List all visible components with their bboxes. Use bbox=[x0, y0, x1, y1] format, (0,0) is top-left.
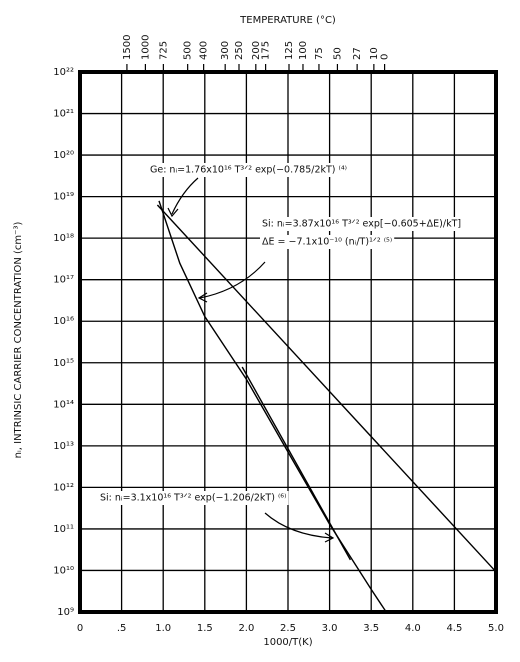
x-tick-label: 1.5 bbox=[197, 623, 213, 634]
top-tick-label: 300 bbox=[220, 41, 231, 60]
top-tick-label: 27 bbox=[352, 47, 363, 60]
top-tick-label: 175 bbox=[261, 41, 272, 60]
x-tick-label: 2.5 bbox=[280, 623, 296, 634]
annotation-bg bbox=[148, 163, 350, 177]
top-tick-label: 1500 bbox=[122, 35, 133, 60]
y-tick-label: 10¹³ bbox=[53, 441, 74, 452]
x-axis-title: 1000/T(K) bbox=[263, 637, 312, 648]
x-tick-label: 3.5 bbox=[363, 623, 379, 634]
arrow-head bbox=[167, 207, 179, 218]
annotation-bg bbox=[260, 217, 464, 231]
y-tick-label: 10¹⁰ bbox=[53, 565, 74, 576]
annotation-bg bbox=[260, 235, 395, 249]
top-tick-label: 1000 bbox=[140, 35, 151, 60]
top-tick-label: 250 bbox=[234, 41, 245, 60]
top-tick-label: 125 bbox=[284, 41, 295, 60]
annotation: Si: nᵢ=3.87x10¹⁶ T³ᐟ² exp[−0.605+ΔE)/kT] bbox=[262, 219, 461, 230]
top-tick-label: 725 bbox=[158, 41, 169, 60]
top-tick-label: 100 bbox=[298, 41, 309, 60]
data-line bbox=[158, 200, 387, 613]
x-tick-label: 4.5 bbox=[446, 623, 462, 634]
y-tick-label: 10²² bbox=[53, 67, 74, 78]
top-tick-label: 500 bbox=[183, 41, 194, 60]
y-axis-title: nᵢ, INTRINSIC CARRIER CONCENTRATION (cm⁻… bbox=[13, 222, 24, 459]
y-tick-label: 10¹⁸ bbox=[53, 233, 74, 244]
y-tick-label: 10¹⁹ bbox=[53, 192, 74, 203]
y-tick-label: 10²¹ bbox=[53, 109, 74, 120]
x-tick-label: 1.0 bbox=[155, 623, 171, 634]
arrow bbox=[264, 512, 333, 539]
data-line bbox=[241, 366, 352, 561]
x-tick-label: .5 bbox=[117, 623, 127, 634]
top-tick-label: 10 bbox=[369, 47, 380, 60]
y-tick-label: 10¹¹ bbox=[53, 524, 74, 535]
annotation: Ge: nᵢ=1.76x10¹⁶ T³ᐟ² exp(−0.785/2kT) ⁽⁴… bbox=[150, 165, 347, 176]
top-tick-label: 0 bbox=[380, 54, 391, 60]
annotation: Si: nᵢ=3.1x10¹⁶ T³ᐟ² exp(−1.206/2kT) ⁽⁶⁾ bbox=[100, 493, 286, 504]
top-axis-title: TEMPERATURE (°C) bbox=[239, 15, 336, 26]
data-line bbox=[156, 204, 497, 573]
y-tick-label: 10¹⁴ bbox=[53, 399, 74, 410]
plot-frame bbox=[78, 70, 498, 614]
annotation-bg bbox=[98, 491, 289, 505]
y-tick-label: 10¹⁷ bbox=[53, 275, 74, 286]
x-tick-label: 3.0 bbox=[322, 623, 338, 634]
x-tick-label: 2.0 bbox=[238, 623, 254, 634]
y-tick-label: 10¹² bbox=[53, 482, 74, 493]
top-tick-label: 75 bbox=[314, 47, 325, 60]
y-tick-label: 10¹⁶ bbox=[53, 316, 74, 327]
top-tick-label: 400 bbox=[199, 41, 210, 60]
x-tick-label: 5.0 bbox=[488, 623, 504, 634]
arrow bbox=[171, 177, 199, 215]
arrow-head bbox=[324, 532, 335, 543]
x-tick-label: 0 bbox=[77, 623, 83, 634]
arrow bbox=[199, 261, 266, 299]
y-tick-label: 10²⁰ bbox=[53, 150, 74, 161]
x-tick-label: 4.0 bbox=[405, 623, 421, 634]
top-tick-label: 200 bbox=[251, 41, 262, 60]
top-tick-label: 50 bbox=[332, 47, 343, 60]
y-tick-label: 10¹⁵ bbox=[53, 358, 74, 369]
annotation: ΔE = −7.1x10⁻¹⁰ (nᵢ/T)¹ᐟ² ⁽⁵⁾ bbox=[262, 237, 392, 248]
y-tick-label: 10⁹ bbox=[57, 607, 74, 618]
